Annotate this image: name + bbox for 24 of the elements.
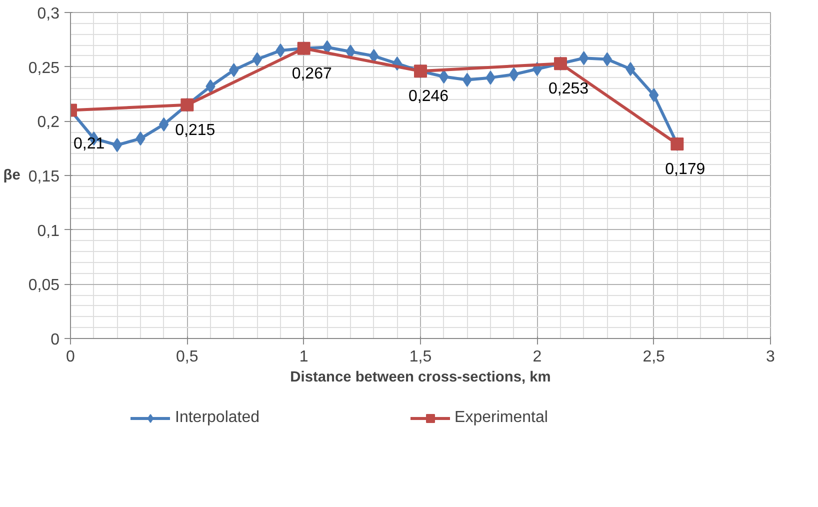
data-label: 0,179 — [665, 160, 706, 178]
x-tick-label: 2 — [532, 348, 542, 366]
data-label: 0,215 — [175, 122, 216, 139]
data-label: 0,253 — [548, 80, 589, 98]
x-tick-label: 2,5 — [642, 348, 666, 366]
y-tick-label: 0 — [50, 332, 60, 348]
x-tick-label: 0,5 — [176, 348, 198, 366]
y-tick-label: 0,15 — [28, 168, 60, 186]
x-tick-label: 1,5 — [409, 348, 432, 366]
data-label: 0,246 — [408, 88, 449, 106]
data-label: 0,267 — [292, 65, 332, 82]
x-tick-label: 0 — [66, 348, 76, 366]
y-tick-label: 0,2 — [37, 114, 60, 132]
y-tick-label: 0,05 — [28, 277, 60, 294]
y-tick-label: 0,25 — [28, 60, 60, 77]
x-axis-title: Distance between cross-sections, km — [290, 370, 551, 386]
y-tick-label: 0,3 — [37, 6, 60, 22]
x-tick-label: 1 — [299, 348, 308, 366]
y-tick-label: 0,1 — [37, 222, 60, 240]
data-label: 0,21 — [74, 135, 105, 152]
legend-label: Experimental — [454, 409, 548, 427]
y-axis-title: βe — [3, 168, 20, 184]
legend-label: Interpolated — [175, 409, 260, 427]
x-tick-label: 3 — [766, 348, 776, 366]
